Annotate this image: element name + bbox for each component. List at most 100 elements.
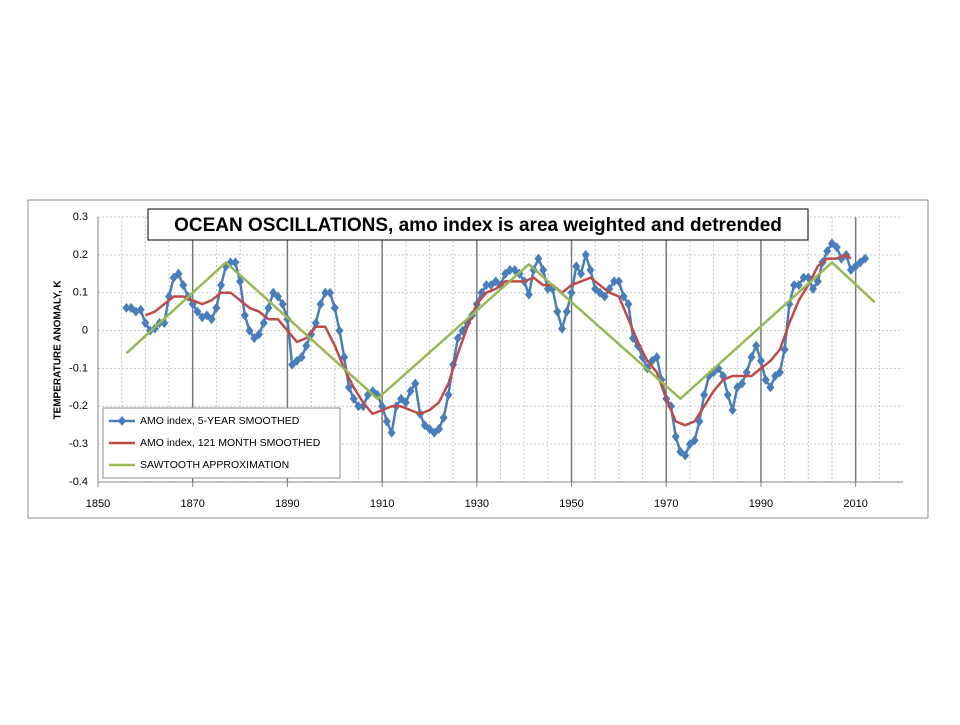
y-tick-label: -0.1	[69, 362, 88, 374]
marker	[259, 318, 268, 328]
marker	[387, 427, 396, 438]
marker	[118, 416, 126, 426]
marker	[231, 257, 240, 268]
marker	[505, 265, 514, 275]
marker	[543, 283, 552, 294]
marker	[775, 367, 784, 378]
marker	[567, 287, 576, 298]
marker	[761, 374, 770, 385]
marker	[809, 283, 818, 294]
y-axis-label: TEMPERATURE ANOMALY, K	[53, 280, 64, 420]
marker	[681, 450, 690, 461]
marker	[411, 378, 420, 389]
y-tick-label: 0.2	[73, 249, 88, 261]
marker	[614, 276, 623, 287]
title-box	[147, 208, 809, 241]
x-tick-label: 1910	[370, 498, 394, 510]
marker	[861, 253, 870, 264]
marker	[382, 416, 391, 427]
marker	[193, 306, 202, 317]
marker	[577, 268, 585, 279]
chart-title: OCEAN OSCILLATIONS, amo index is area we…	[174, 215, 782, 236]
marker	[240, 310, 249, 321]
marker	[690, 435, 699, 446]
x-tick-label: 1870	[180, 498, 204, 510]
marker	[700, 389, 709, 400]
marker	[558, 323, 567, 334]
marker	[728, 405, 737, 416]
marker	[610, 276, 619, 287]
y-tick-label: 0.3	[73, 211, 88, 223]
marker	[790, 280, 799, 291]
marker	[434, 424, 443, 434]
x-tick-label: 1990	[749, 498, 773, 510]
marker	[297, 352, 306, 363]
plot	[122, 238, 876, 461]
marker	[321, 287, 330, 298]
marker	[562, 306, 571, 317]
marker	[823, 246, 832, 257]
legend-label: AMO index, 5-YEAR SMOOTHED	[140, 415, 300, 427]
marker	[335, 325, 344, 336]
marker	[179, 280, 188, 291]
marker	[122, 302, 131, 313]
marker	[273, 291, 282, 302]
x-tick-label: 1850	[86, 498, 110, 510]
marker	[482, 280, 491, 291]
x-tick-label: 1930	[465, 498, 489, 510]
marker	[742, 367, 751, 378]
marker	[245, 325, 254, 336]
marker	[302, 340, 311, 351]
marker	[236, 276, 245, 287]
y-tick-label: -0.2	[69, 400, 88, 412]
marker	[255, 329, 263, 340]
x-tick-label: 1890	[275, 498, 299, 510]
marker	[406, 386, 415, 397]
marker	[624, 299, 633, 310]
marker	[780, 344, 789, 355]
legend: AMO index, 5-YEAR SMOOTHED AMO index, 121…	[102, 407, 341, 479]
marker	[453, 333, 462, 344]
marker	[619, 291, 628, 302]
marker	[444, 389, 453, 400]
marker	[752, 340, 761, 351]
series-line	[125, 261, 876, 400]
marker	[326, 287, 335, 298]
series-line	[144, 253, 852, 427]
marker	[747, 352, 756, 363]
marker	[586, 265, 595, 275]
marker	[581, 249, 590, 260]
marker	[766, 382, 775, 393]
marker	[349, 393, 358, 404]
y-tick-label: 0	[82, 324, 88, 336]
marker	[278, 299, 287, 310]
legend-box	[102, 407, 341, 479]
x-tick-label: 1970	[654, 498, 678, 510]
legend-label: AMO index, 121 MONTH SMOOTHED	[140, 437, 321, 449]
marker	[174, 268, 183, 279]
marker	[534, 253, 543, 264]
y-tick-label: -0.3	[69, 438, 88, 450]
y-tick-label: 0.1	[73, 287, 88, 299]
marker	[572, 261, 581, 272]
marker	[799, 272, 808, 283]
x-tick-label: 2010	[843, 498, 867, 510]
marker	[439, 412, 448, 423]
marker	[401, 397, 410, 408]
marker	[141, 318, 150, 328]
marker	[794, 280, 803, 291]
marker	[756, 355, 765, 366]
marker	[311, 318, 320, 328]
marker	[136, 304, 145, 315]
marker	[207, 314, 216, 325]
marker	[600, 291, 609, 302]
marker	[813, 276, 822, 287]
marker	[264, 302, 273, 313]
marker	[553, 306, 562, 317]
marker	[340, 352, 349, 363]
marker	[354, 401, 363, 412]
marker	[723, 389, 732, 400]
legend-label: SAWTOOTH APPROXIMATION	[140, 459, 289, 471]
